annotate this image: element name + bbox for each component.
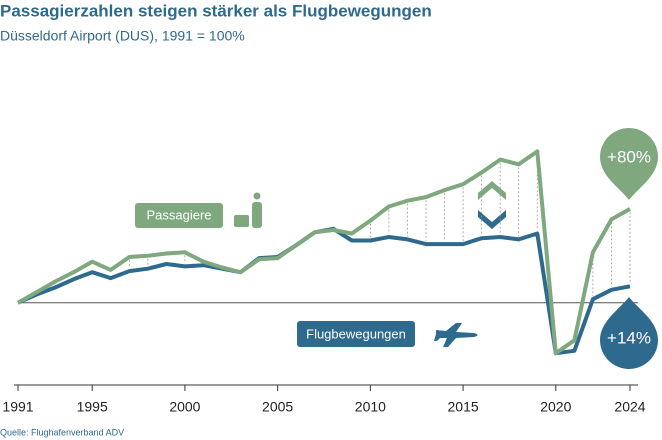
annotation: +14% <box>607 328 651 347</box>
x-tick-label: 2015 <box>448 399 479 415</box>
source: Quelle: Flughafenverband ADV <box>0 427 124 437</box>
callout <box>600 297 658 369</box>
legend-label: Flugbewegungen <box>306 326 406 341</box>
callout <box>600 128 658 200</box>
x-tick-label: 1991 <box>2 399 33 415</box>
plane-icon <box>434 323 478 347</box>
person-icon <box>253 192 261 200</box>
annotation: +80% <box>607 147 651 166</box>
x-tick-label: 2010 <box>355 399 386 415</box>
suitcase-icon <box>234 215 249 227</box>
x-tick-label: 2024 <box>614 399 645 415</box>
x-tick-label: 2020 <box>540 399 571 415</box>
chart-subtitle: Düsseldorf Airport (DUS), 1991 = 100% <box>0 28 245 44</box>
x-tick-label: 2005 <box>262 399 293 415</box>
x-tick-label: 1995 <box>77 399 108 415</box>
x-tick-label: 2000 <box>169 399 200 415</box>
legend-label: Passagiere <box>146 207 211 222</box>
person-icon <box>252 202 262 228</box>
chart-title: Passagierzahlen steigen stärker als Flug… <box>0 1 432 20</box>
logo <box>478 181 506 229</box>
legend-box <box>297 321 415 347</box>
series-line <box>17 149 631 356</box>
legend-box <box>135 203 223 228</box>
